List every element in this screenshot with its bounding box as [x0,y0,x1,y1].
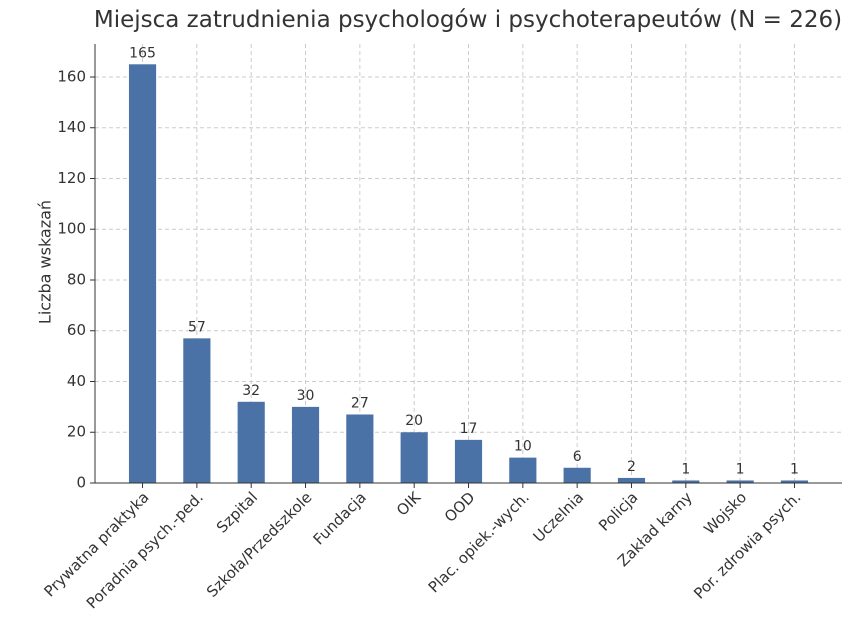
chart-title: Miejsca zatrudnienia psychologów i psych… [94,7,842,33]
y-tick-label: 160 [57,67,86,85]
data-label: 27 [351,395,369,411]
bar [726,480,754,483]
data-label: 6 [573,449,582,465]
y-tick-label: 20 [67,423,86,441]
y-tick-label: 60 [67,321,86,339]
data-label: 165 [129,45,156,61]
data-label: 32 [242,383,260,399]
data-label: 1 [681,461,690,477]
x-tick-label: Prywatna praktyka [40,488,152,600]
bar [672,480,700,483]
bar [128,64,157,484]
x-tick-label: Szpital [213,488,261,536]
bar [780,480,809,483]
data-label: 1 [790,461,799,477]
bar [237,401,265,483]
bar [183,338,211,483]
x-tick-label: Szkoła/Przedszkole [203,488,316,601]
data-label: 17 [460,421,478,437]
bar [563,467,591,483]
y-tick-label: 100 [57,220,86,238]
y-tick-label: 140 [57,118,86,136]
data-label: 10 [514,439,532,455]
bar [454,439,483,483]
data-label: 30 [297,388,315,404]
data-label: 20 [405,413,423,429]
bar [291,406,320,483]
bar [346,414,374,483]
x-tick-label: Por. zdrowia psych. [690,488,804,602]
x-tick-label: Uczelnia [530,488,588,546]
data-label: 57 [188,319,206,335]
x-tick-label: Wojsko [700,488,750,538]
x-tick-label: OIK [393,487,425,519]
data-label: 1 [736,461,745,477]
bar [617,477,646,483]
bar [509,457,537,483]
x-tick-label: Fundacja [310,488,370,548]
y-tick-label: 80 [67,270,86,288]
data-label: 2 [627,459,636,475]
x-tick-label: OOD [441,488,479,526]
x-tick-label: Policja [595,488,641,534]
y-tick-label: 40 [67,372,86,390]
x-tick-label: Plac. opiek.-wych. [425,488,533,596]
y-tick-label: 0 [76,474,86,492]
y-tick-label: 120 [57,169,86,187]
y-axis-label: Liczba wskazań [36,200,55,324]
bar [400,432,428,483]
